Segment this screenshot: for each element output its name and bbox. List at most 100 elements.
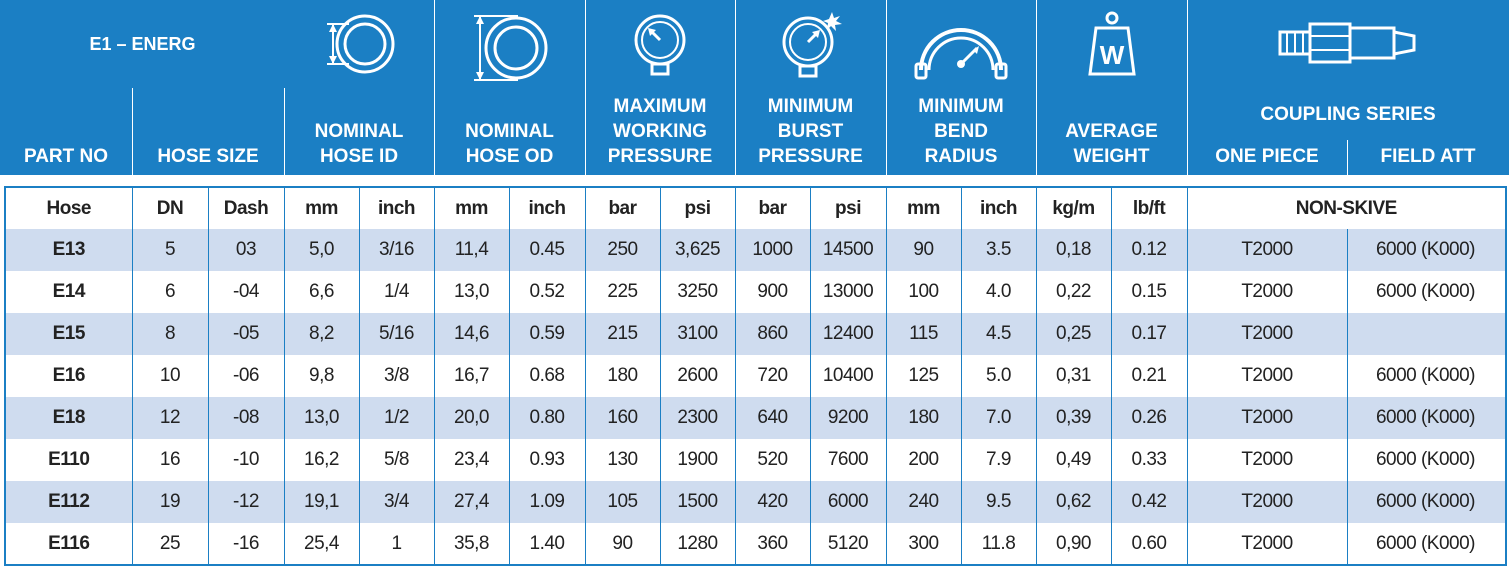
- table-cell: 520: [734, 439, 811, 481]
- table-body: E13 5 03 5,0 3/16 11,4 0.45 250 3,625 1000 14500 90…: [4, 229, 1507, 565]
- table-cell: 1900: [659, 439, 736, 481]
- table-cell: -06: [207, 355, 285, 397]
- table-title: E1 – ENERG: [89, 34, 196, 54]
- table-cell: 0.12: [1110, 229, 1188, 271]
- weight-icon: W: [1084, 10, 1140, 87]
- table-cell: 3100: [659, 313, 736, 355]
- table-cell: 1.09: [508, 481, 586, 523]
- table-cell: 6000 (K000): [1346, 439, 1507, 481]
- table-cell: 4.5: [960, 313, 1037, 355]
- table-row: E112 19 -12 19,1 3/4 27,4 1.09 105 1500 420 6000 24…: [4, 481, 1507, 523]
- table-row: E15 8 -05 8,2 5/16 14,6 0.59 215 3100 860 12400 115…: [4, 313, 1507, 355]
- header-divider: [284, 88, 285, 175]
- table-cell: 0.68: [508, 355, 586, 397]
- table-cell: 4.0: [960, 271, 1037, 313]
- units-header-cell: psi: [809, 187, 887, 229]
- table-cell: 420: [734, 481, 811, 523]
- table-cell: 115: [885, 313, 962, 355]
- units-header-cell: lb/ft: [1110, 187, 1188, 229]
- table-cell: T2000: [1186, 523, 1348, 565]
- table-cell: 5120: [809, 523, 887, 565]
- table-cell: 7.0: [960, 397, 1037, 439]
- table-cell: 0.52: [508, 271, 586, 313]
- table-cell: 0,22: [1035, 271, 1112, 313]
- table-cell: 0.26: [1110, 397, 1188, 439]
- table-cell: 6000 (K000): [1346, 523, 1507, 565]
- table-cell: -12: [207, 481, 285, 523]
- header-divider: [132, 88, 133, 175]
- units-header-cell: Hose: [4, 187, 133, 229]
- table-cell: 3.5: [960, 229, 1037, 271]
- hose-id-icon: [319, 8, 399, 87]
- header-divider: [1187, 0, 1188, 175]
- table-cell: 3/8: [358, 355, 435, 397]
- table-cell: 1000: [734, 229, 811, 271]
- table-cell: 6000 (K000): [1346, 481, 1507, 523]
- units-header-cell: mm: [283, 187, 360, 229]
- header-coupling-series: COUPLING SERIES ONE PIECE FIELD ATT: [1187, 0, 1509, 175]
- table-cell: 3250: [659, 271, 736, 313]
- table-cell: 5,0: [283, 229, 360, 271]
- table-cell: 03: [207, 229, 285, 271]
- units-header-cell: inch: [358, 187, 435, 229]
- table-cell: T2000: [1186, 271, 1348, 313]
- table-cell: T2000: [1186, 397, 1348, 439]
- table-cell: -10: [207, 439, 285, 481]
- table-cell: 9,8: [283, 355, 360, 397]
- table-cell: 6: [131, 271, 209, 313]
- table-cell: 0.33: [1110, 439, 1188, 481]
- table-cell: 200: [885, 439, 962, 481]
- table-cell: 225: [584, 271, 661, 313]
- table-cell: 23,4: [433, 439, 510, 481]
- table-cell: 130: [584, 439, 661, 481]
- table-cell: 250: [584, 229, 661, 271]
- part-number-cell: E13: [4, 229, 133, 271]
- table-cell: 20,0: [433, 397, 510, 439]
- header-nominal-hose-id: NOMINAL HOSE ID: [284, 0, 434, 175]
- table-cell: T2000: [1186, 439, 1348, 481]
- table-cell: -05: [207, 313, 285, 355]
- table-cell: 90: [885, 229, 962, 271]
- svg-text:W: W: [1099, 40, 1124, 70]
- header-divider: [434, 0, 435, 175]
- table-cell: 8,2: [283, 313, 360, 355]
- table-cell: 125: [885, 355, 962, 397]
- table-cell: 6000 (K000): [1346, 355, 1507, 397]
- table-cell: 8: [131, 313, 209, 355]
- table-cell: 90: [584, 523, 661, 565]
- table-cell: 105: [584, 481, 661, 523]
- table-cell: 215: [584, 313, 661, 355]
- header-divider: [585, 0, 586, 175]
- part-number-cell: E116: [4, 523, 133, 565]
- table-cell: 35,8: [433, 523, 510, 565]
- units-header-cell: mm: [885, 187, 962, 229]
- table-cell: 300: [885, 523, 962, 565]
- table-cell: 16,7: [433, 355, 510, 397]
- table-cell: 25,4: [283, 523, 360, 565]
- table-cell: 900: [734, 271, 811, 313]
- table-cell: 0,90: [1035, 523, 1112, 565]
- header-part-no: PART NO: [23, 146, 109, 167]
- table-cell: 12: [131, 397, 209, 439]
- part-number-cell: E15: [4, 313, 133, 355]
- part-number-cell: E110: [4, 439, 133, 481]
- table-cell: 5: [131, 229, 209, 271]
- table-cell: 6000 (K000): [1346, 397, 1507, 439]
- table-cell: 10400: [809, 355, 887, 397]
- table-cell: T2000: [1186, 313, 1348, 355]
- table-cell: 16: [131, 439, 209, 481]
- pressure-gauge-icon: [630, 10, 690, 87]
- header-divider: [735, 0, 736, 175]
- units-header-cell: inch: [960, 187, 1037, 229]
- table-cell: 0.15: [1110, 271, 1188, 313]
- table-cell: T2000: [1186, 355, 1348, 397]
- table-cell: 360: [734, 523, 811, 565]
- table-cell: 0,49: [1035, 439, 1112, 481]
- table-cell: 1.40: [508, 523, 586, 565]
- table-cell: 180: [584, 355, 661, 397]
- table-cell: 0.59: [508, 313, 586, 355]
- table-cell: 1/4: [358, 271, 435, 313]
- table-cell: 16,2: [283, 439, 360, 481]
- table-cell: 1500: [659, 481, 736, 523]
- table-cell: 0.60: [1110, 523, 1188, 565]
